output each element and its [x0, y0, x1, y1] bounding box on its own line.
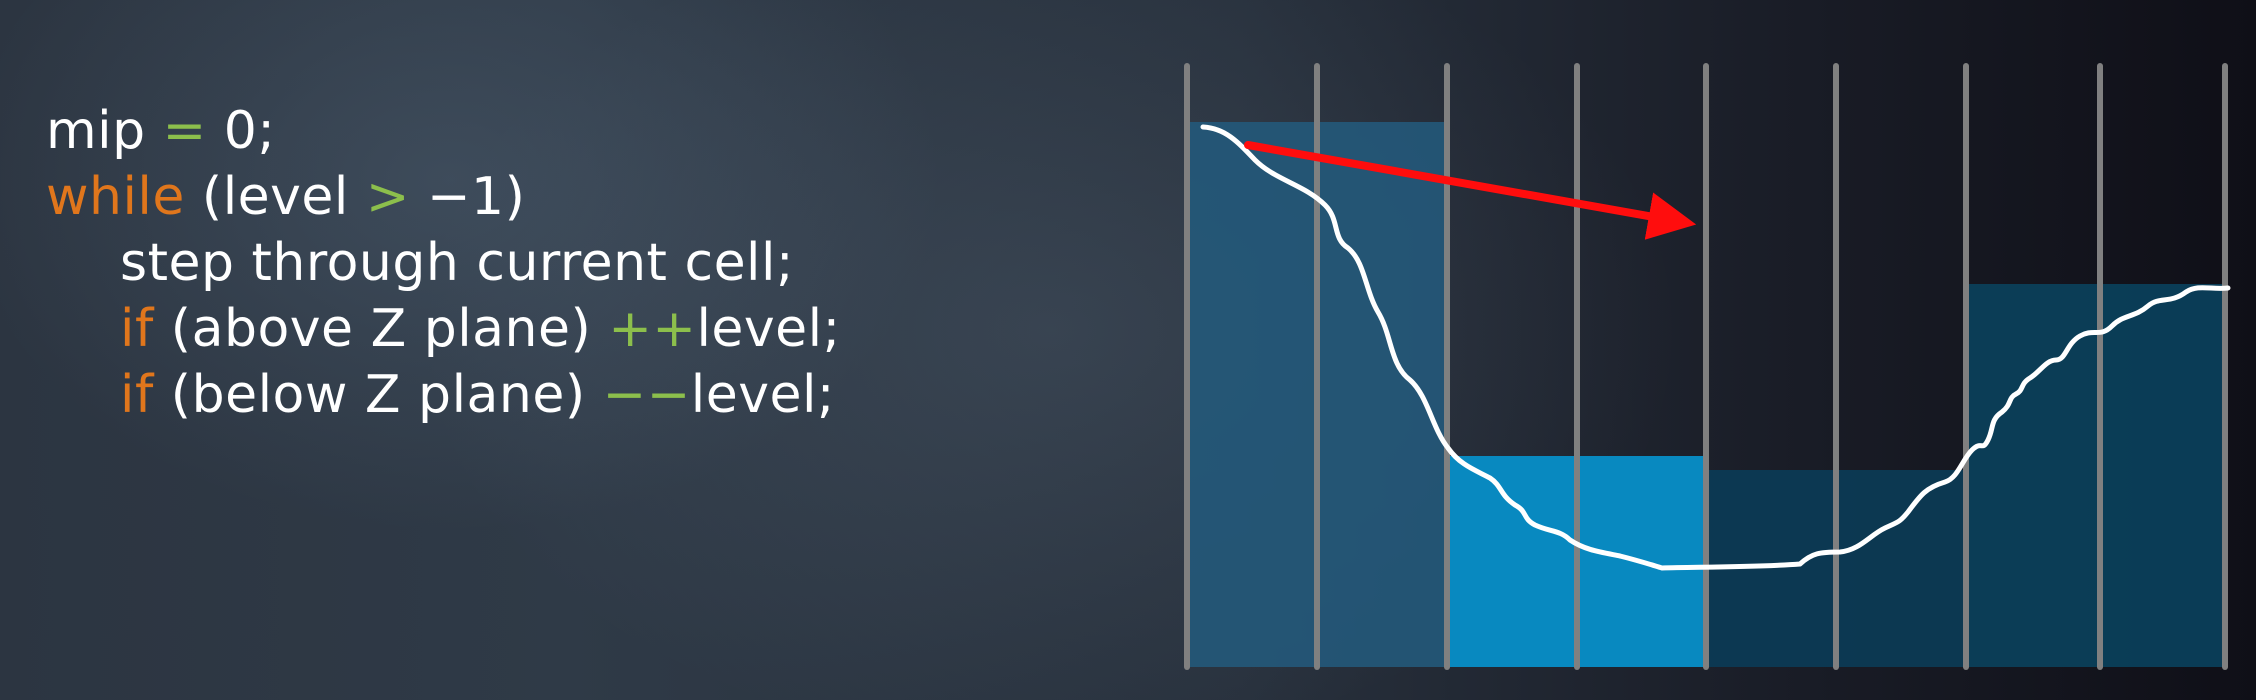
code-text: −1) [409, 167, 526, 227]
code-line-step: step through current cell; [46, 230, 841, 296]
code-operator: ++ [608, 299, 697, 359]
code-text: step through current cell; [120, 233, 794, 293]
code-operator: = [162, 101, 207, 161]
code-text: (below Z plane) [153, 365, 603, 425]
code-line-if-above: if (above Z plane) ++level; [46, 296, 841, 362]
pseudocode-block: mip = 0; while (level > −1) step through… [46, 98, 841, 428]
code-operator: −− [602, 365, 691, 425]
code-text: 0; [206, 101, 276, 161]
depth-curve [1200, 124, 2231, 571]
code-line-while: while (level > −1) [46, 164, 841, 230]
code-line-if-below: if (below Z plane) −−level; [46, 362, 841, 428]
code-text: level; [690, 365, 835, 425]
ray-arrow [1244, 141, 1697, 240]
code-keyword: if [120, 365, 154, 425]
mip-cell-right [1965, 284, 2228, 667]
code-text: level; [696, 299, 841, 359]
code-text: (above Z plane) [153, 299, 609, 359]
code-keyword: if [120, 299, 154, 359]
code-text: (level [184, 167, 366, 227]
code-text: mip [46, 101, 163, 161]
code-line-mip: mip = 0; [46, 98, 841, 164]
code-keyword: while [46, 167, 185, 227]
code-operator: > [365, 167, 410, 227]
